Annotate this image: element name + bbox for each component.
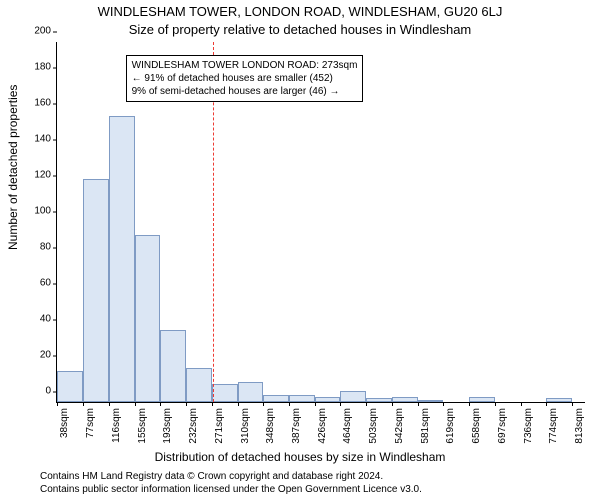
x-tick-label: 155sqm [137,408,148,444]
histogram-bar [109,116,135,402]
y-tick: 80 [17,242,57,253]
histogram-bar [135,235,160,402]
x-tick-mark [418,402,419,406]
x-tick-label: 271sqm [214,408,225,444]
x-tick-mark [340,402,341,406]
x-tick-mark [366,402,367,406]
x-tick-mark [289,402,290,406]
histogram-bar [238,382,263,402]
x-tick-mark [392,402,393,406]
x-tick-mark [546,402,547,406]
attribution: Contains HM Land Registry data © Crown c… [40,471,580,496]
plot-area: WINDLESHAM TOWER LONDON ROAD: 273sqm← 91… [56,42,585,403]
attribution-line-1: Contains HM Land Registry data © Crown c… [40,471,580,484]
y-tick: 20 [17,350,57,361]
histogram-bar [263,395,289,402]
annotation-line: ← 91% of detached houses are smaller (45… [132,72,358,85]
histogram-bar [392,397,418,402]
y-tick: 40 [17,314,57,325]
x-tick-label: 38sqm [59,408,70,438]
x-tick-label: 348sqm [265,408,276,444]
annotation-line: WINDLESHAM TOWER LONDON ROAD: 273sqm [132,59,358,72]
chart-container: WINDLESHAM TOWER, LONDON ROAD, WINDLESHA… [0,0,600,500]
x-tick-label: 697sqm [497,408,508,444]
histogram-bar [315,397,340,402]
x-tick-label: 542sqm [394,408,405,444]
x-tick-mark [521,402,522,406]
y-tick: 0 [17,386,57,397]
y-tick: 140 [17,134,57,145]
histogram-bar [186,368,212,402]
histogram-bar [57,371,83,402]
x-tick-label: 232sqm [188,408,199,444]
y-tick: 120 [17,170,57,181]
annotation-line: 9% of semi-detached houses are larger (4… [132,85,358,98]
y-tick: 100 [17,206,57,217]
x-tick-mark [109,402,110,406]
y-tick: 60 [17,278,57,289]
y-tick: 200 [17,26,57,37]
x-tick-label: 193sqm [162,408,173,444]
x-axis-label: Distribution of detached houses by size … [0,450,600,464]
histogram-bar [366,398,392,402]
x-tick-label: 658sqm [471,408,482,444]
x-tick-mark [83,402,84,406]
x-tick-label: 736sqm [523,408,534,444]
histogram-bar [212,384,238,402]
x-tick-mark [57,402,58,406]
y-axis-label: Number of detached properties [6,85,20,250]
x-tick-label: 503sqm [368,408,379,444]
x-tick-label: 387sqm [291,408,302,444]
histogram-bar [83,179,109,402]
x-tick-mark [160,402,161,406]
x-tick-label: 619sqm [445,408,456,444]
histogram-bar [160,330,186,402]
chart-subtitle: Size of property relative to detached ho… [0,22,600,37]
chart-title: WINDLESHAM TOWER, LONDON ROAD, WINDLESHA… [0,4,600,19]
x-tick-mark [469,402,470,406]
x-tick-mark [263,402,264,406]
histogram-bar [289,395,315,402]
histogram-bar [340,391,366,402]
x-tick-mark [135,402,136,406]
x-tick-mark [212,402,213,406]
x-tick-label: 581sqm [420,408,431,444]
annotation-box: WINDLESHAM TOWER LONDON ROAD: 273sqm← 91… [126,55,364,102]
x-tick-label: 464sqm [342,408,353,444]
x-tick-label: 116sqm [111,408,122,443]
y-tick: 160 [17,98,57,109]
x-tick-mark [315,402,316,406]
x-tick-mark [495,402,496,406]
x-tick-label: 426sqm [317,408,328,444]
x-tick-label: 310sqm [240,408,251,444]
histogram-bar [418,400,443,402]
x-tick-label: 813sqm [574,408,585,444]
attribution-line-2: Contains public sector information licen… [40,484,580,497]
x-tick-mark [572,402,573,406]
x-tick-mark [238,402,239,406]
histogram-bar [546,398,572,402]
x-tick-mark [443,402,444,406]
x-tick-mark [186,402,187,406]
plot-inner: WINDLESHAM TOWER LONDON ROAD: 273sqm← 91… [57,42,585,402]
y-tick: 180 [17,62,57,73]
histogram-bar [469,397,495,402]
x-tick-label: 77sqm [85,408,96,438]
x-tick-label: 774sqm [548,408,559,444]
